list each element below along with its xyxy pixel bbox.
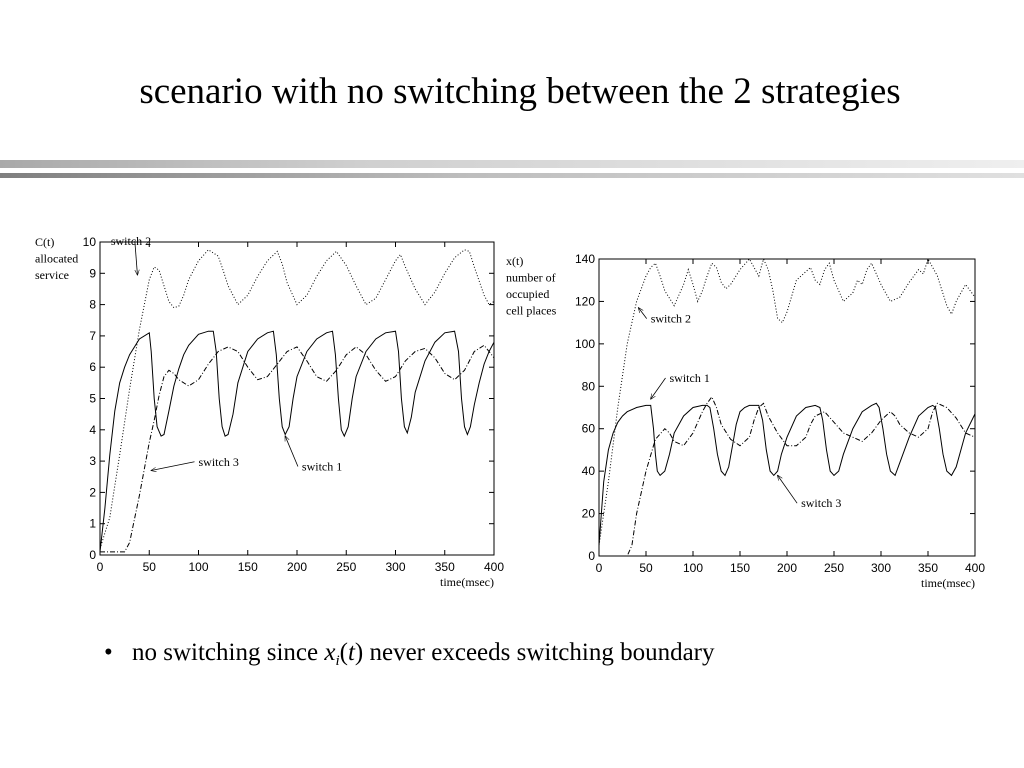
plot-frame (598, 258, 976, 557)
annotation-arrow (134, 241, 138, 275)
series-line-dashdot (599, 395, 976, 557)
bullet-point: • no switching since xi(t) never exceeds … (104, 636, 715, 670)
series-line-dashdot (100, 344, 495, 553)
x-tick-label: 350 (435, 560, 455, 574)
x-axis-label: time(msec) (921, 576, 975, 590)
annotation-label: switch 1 (302, 459, 342, 473)
bullet-text-suffix: never exceeds switching boundary (363, 639, 715, 666)
annotation-arrow (638, 308, 648, 319)
y-tick-label: 120 (575, 294, 595, 308)
chart-allocated-service: 0 50 100 150 200 250 300 350 400 0 1 2 3 4 5 6 7 8 9 10 swit… (35, 234, 504, 589)
bullet-var-paren-open: ( (339, 639, 348, 666)
y-tick-label: 100 (575, 337, 595, 351)
annotation-arrow (151, 461, 195, 471)
y-tick-label: 3 (89, 454, 96, 468)
x-tick-label: 250 (824, 561, 844, 575)
bullet-var-paren-close: ) (354, 639, 364, 666)
y-axis-label: C(t) (35, 235, 54, 249)
y-tick-label: 9 (89, 266, 96, 280)
x-tick-label: 50 (639, 561, 653, 575)
y-tick-label: 0 (588, 549, 595, 563)
title-divider-lower (0, 173, 1024, 178)
x-tick-label: 0 (97, 560, 104, 574)
y-tick-label: 7 (89, 329, 96, 343)
y-tick-label: 6 (89, 360, 96, 374)
x-tick-label: 150 (238, 560, 258, 574)
y-axis-label: occupied (506, 287, 549, 301)
annotation-arrow (285, 436, 299, 467)
annotation-label: switch 1 (670, 371, 710, 385)
annotation-label: switch 2 (111, 234, 151, 248)
x-tick-label: 200 (287, 560, 307, 574)
annotation-arrow (651, 377, 666, 399)
chart-occupied-cells: 0 50 100 150 200 250 300 350 400 0 20 40 60 80 100 120 1… (506, 252, 985, 590)
y-tick-label: 2 (89, 485, 96, 499)
y-axis-label: cell places (506, 304, 557, 318)
y-tick-label: 20 (582, 507, 596, 521)
series-line-dotted (598, 257, 976, 546)
annotation-arrow (778, 475, 798, 504)
y-tick-label: 1 (89, 517, 96, 531)
x-tick-label: 0 (596, 561, 603, 575)
x-tick-label: 400 (965, 561, 985, 575)
bullet-var-argument: t (347, 639, 355, 666)
series-line-solid (598, 402, 976, 546)
slide-title: scenario with no switching between the 2… (139, 71, 901, 112)
title-divider-upper (0, 160, 1024, 168)
y-axis-label: number of (506, 271, 556, 285)
bullet-var-subscript: i (335, 653, 340, 669)
y-tick-label: 5 (89, 392, 96, 406)
annotation-label: switch 3 (199, 455, 239, 469)
y-tick-label: 40 (582, 464, 596, 478)
x-tick-label: 100 (683, 561, 703, 575)
annotation-label: switch 2 (651, 312, 691, 326)
x-tick-label: 150 (730, 561, 750, 575)
annotation-label: switch 3 (801, 496, 841, 510)
y-axis-label: allocated (35, 252, 78, 266)
y-axis-label: service (35, 268, 69, 282)
y-tick-label: 60 (582, 422, 596, 436)
y-tick-label: 10 (83, 235, 97, 249)
bullet-text-prefix: no switching since (132, 639, 325, 666)
y-tick-label: 80 (582, 379, 596, 393)
x-tick-label: 200 (777, 561, 797, 575)
series-line-dotted (99, 249, 495, 549)
x-tick-label: 250 (336, 560, 356, 574)
bullet-var-letter: x (324, 639, 336, 666)
x-tick-label: 300 (871, 561, 891, 575)
y-tick-label: 0 (89, 548, 96, 562)
series-line-solid (99, 330, 495, 552)
y-tick-label: 8 (89, 298, 96, 312)
x-tick-label: 100 (188, 560, 208, 574)
y-tick-label: 4 (89, 423, 96, 437)
plot-frame (99, 241, 495, 556)
y-tick-label: 140 (575, 252, 595, 266)
bullet-symbol: • (104, 639, 113, 666)
x-tick-label: 400 (484, 560, 504, 574)
x-tick-label: 350 (918, 561, 938, 575)
x-tick-label: 50 (143, 560, 157, 574)
x-tick-label: 300 (385, 560, 405, 574)
x-axis-label: time(msec) (440, 575, 494, 589)
y-axis-label: x(t) (506, 254, 523, 268)
